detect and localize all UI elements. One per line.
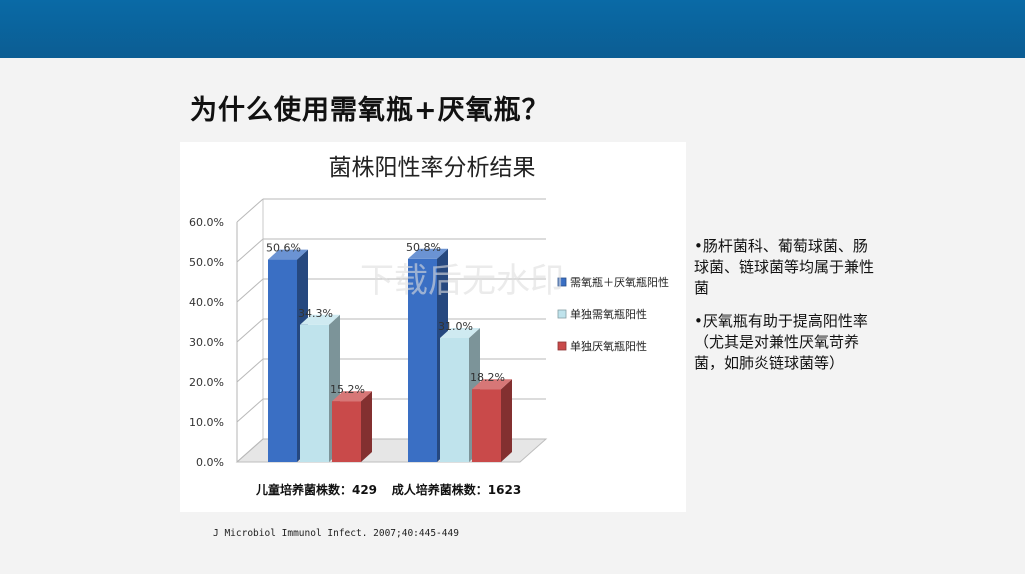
gridline-depth — [236, 238, 264, 263]
y-tick-label: 0.0% — [196, 456, 224, 469]
bar — [268, 259, 297, 462]
bar-top — [408, 248, 448, 259]
chart-title: 菌株阳性率分析结果 — [329, 155, 536, 181]
gridline-depth — [236, 318, 264, 343]
citation: J Microbiol Immunol Infect. 2007;40:445-… — [213, 528, 459, 539]
bar-top — [332, 391, 372, 402]
gridline-depth — [236, 438, 264, 463]
note-anaerobic-bottle: •厌氧瓶有助于提高阳性率（尤其是对兼性厌氧苛养菌，如肺炎链球菌等） — [694, 312, 868, 372]
y-tick-label: 50.0% — [189, 256, 224, 269]
y-tick-label: 10.0% — [189, 416, 224, 429]
chart-panel: 菌株阳性率分析结果 0.0% 10.0% 20.0% 30.0% 40.0% 50.0% 60… — [180, 142, 686, 512]
gridline-depth — [236, 358, 264, 383]
legend-swatch — [557, 277, 567, 287]
legend-label: 需氧瓶＋厌氧瓶阳性 — [570, 275, 669, 289]
bar — [440, 338, 469, 462]
bar-top — [268, 249, 308, 260]
legend-swatch — [557, 309, 567, 319]
data-label: 50.8% — [406, 241, 441, 254]
y-tick-label: 30.0% — [189, 336, 224, 349]
category-label: 儿童培养菌株数：429 — [255, 482, 377, 497]
bar — [332, 401, 361, 462]
watermark-text: 下载后无水印 — [360, 261, 564, 301]
gridline-depth — [236, 398, 264, 423]
bar — [408, 258, 437, 462]
legend-label: 单独需氧瓶阳性 — [570, 307, 647, 321]
bar — [472, 389, 501, 462]
slide-title: 为什么使用需氧瓶+厌氧瓶？ — [190, 95, 550, 126]
bar-side — [501, 379, 512, 462]
top-banner — [0, 0, 1025, 58]
legend-swatch — [557, 341, 567, 351]
bar — [300, 324, 329, 462]
notes-panel: •肠杆菌科、葡萄球菌、肠球菌、链球菌等均属于兼性菌 •厌氧瓶有助于提高阳性率（尤… — [694, 236, 874, 386]
bar-chart: 菌株阳性率分析结果 0.0% 10.0% 20.0% 30.0% 40.0% 50.0% 60… — [189, 155, 669, 497]
gridline-depth — [236, 198, 264, 223]
gridline-depth — [236, 278, 264, 303]
data-label: 34.3% — [298, 307, 333, 320]
bar-top — [440, 328, 480, 338]
y-tick-label: 40.0% — [189, 296, 224, 309]
y-tick-label: 60.0% — [189, 216, 224, 229]
bar-side — [361, 391, 372, 462]
data-label: 31.0% — [438, 320, 473, 333]
data-label: 50.6% — [266, 242, 301, 255]
legend-label: 单独厌氧瓶阳性 — [570, 339, 647, 353]
category-label: 成人培养菌株数：1623 — [392, 482, 521, 497]
bar-top — [300, 314, 340, 325]
data-label: 15.2% — [330, 383, 365, 396]
bar-top — [472, 379, 512, 390]
note-facultative-bacteria: •肠杆菌科、葡萄球菌、肠球菌、链球菌等均属于兼性菌 — [694, 237, 875, 297]
y-tick-label: 20.0% — [189, 376, 224, 389]
data-label: 18.2% — [470, 371, 505, 384]
